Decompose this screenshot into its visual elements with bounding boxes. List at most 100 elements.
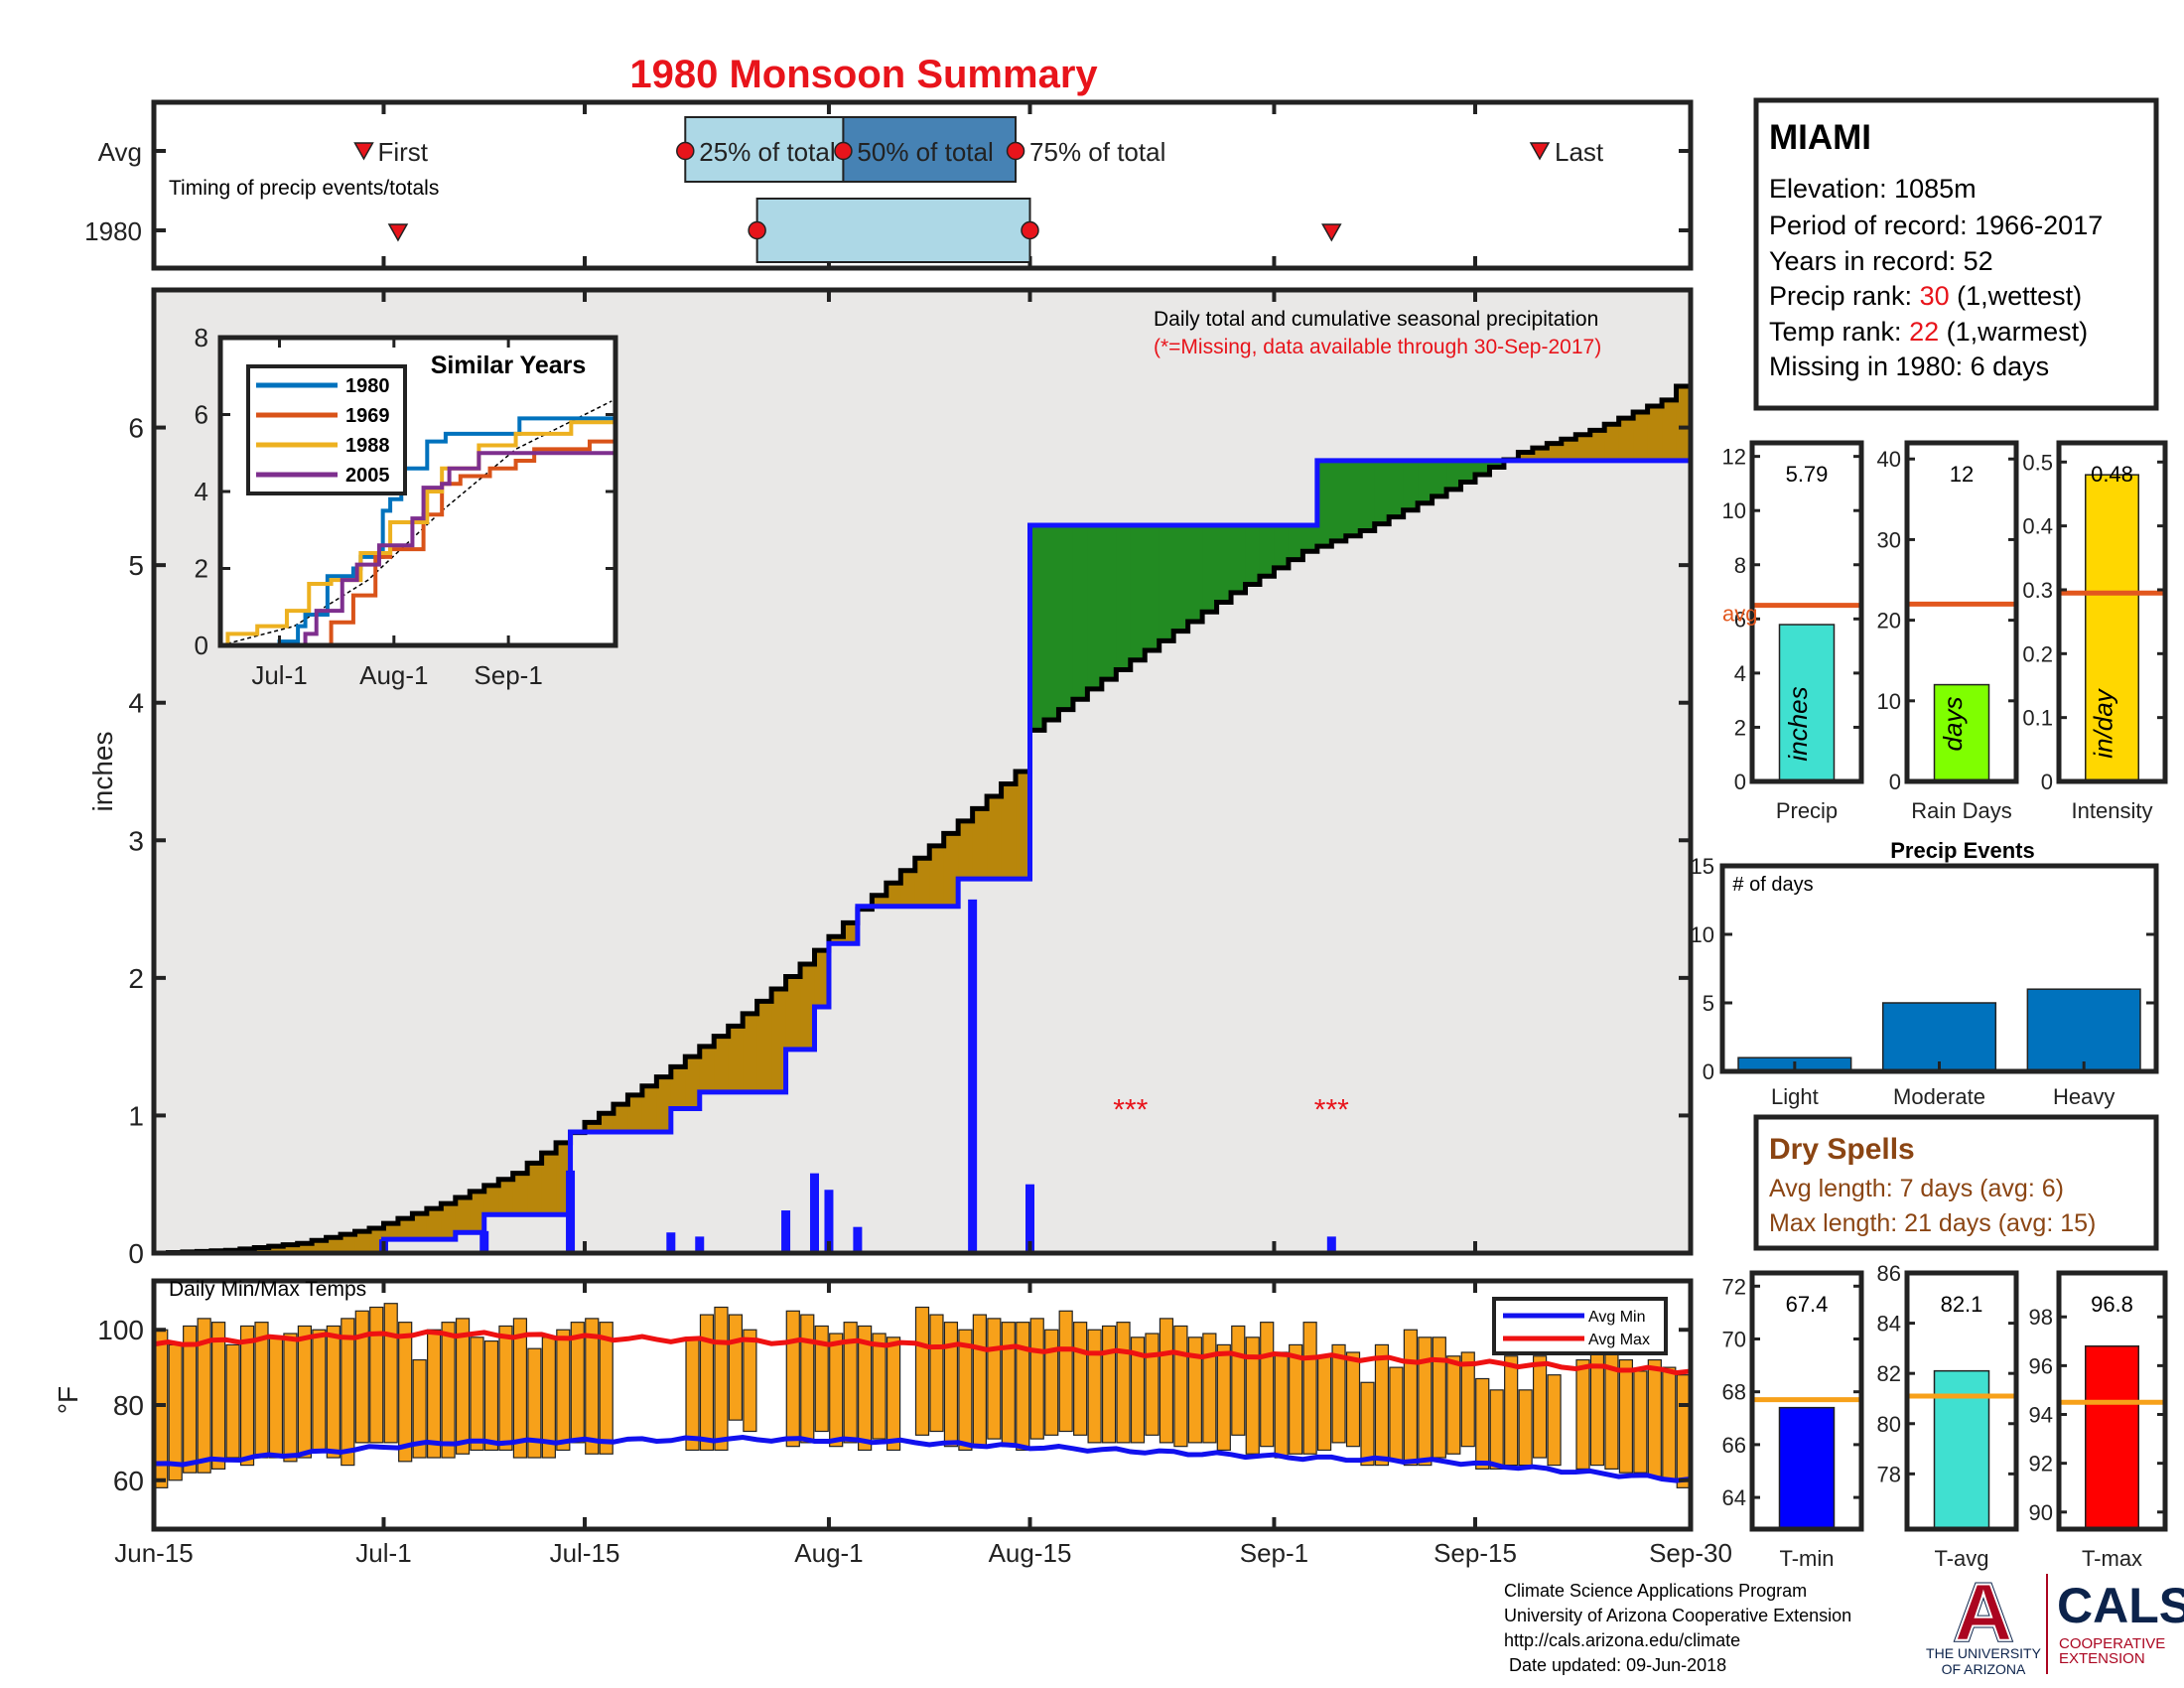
daily-temp-bar	[239, 1325, 255, 1467]
panel-value-label: 5.79	[1786, 462, 1829, 487]
cumulative-diff-fill	[312, 1240, 328, 1253]
cumulative-diff-fill	[1575, 434, 1591, 461]
cumulative-diff-fill	[1187, 524, 1203, 622]
cumulative-diff-fill	[585, 1122, 601, 1133]
main-ytick-label: 0	[128, 1238, 144, 1269]
station-elevation: Elevation: 1085m	[1769, 174, 1977, 204]
cumulative-diff-fill	[1446, 460, 1462, 490]
main-ytick-label: 1	[128, 1100, 144, 1131]
daily-temp-bar	[1575, 1358, 1590, 1470]
cumulative-diff-fill	[1460, 460, 1476, 483]
daily-temp-bar	[1145, 1333, 1160, 1436]
daily-temp-bar	[1647, 1358, 1662, 1477]
daily-temp-bar	[297, 1325, 313, 1459]
daily-temp-bar	[326, 1325, 341, 1459]
daily-temp-bar	[1547, 1374, 1562, 1467]
daily-temp-bar	[225, 1343, 240, 1459]
cumulative-diff-fill	[1058, 524, 1074, 710]
inset-ytick-label: 0	[195, 631, 208, 660]
cumulative-diff-fill	[1676, 386, 1692, 461]
cumulative-diff-fill	[656, 1076, 672, 1133]
inset-line-1988	[220, 402, 617, 647]
cumulative-diff-fill	[943, 833, 959, 907]
timing-panel: Avg 1980 Timing of precip events/totals …	[84, 99, 1694, 271]
cumulative-diff-fill	[1072, 524, 1088, 700]
x-tick-label: Sep-30	[1649, 1538, 1732, 1568]
ua-line-1: THE UNIVERSITY	[1926, 1645, 2042, 1661]
cumulative-diff-fill	[483, 1185, 499, 1215]
panel-ytick-label: 8	[1734, 553, 1746, 578]
cumulative-diff-fill	[1532, 448, 1548, 461]
panel-ytick-label: 4	[1734, 661, 1746, 686]
cals-line-2: EXTENSION	[2059, 1650, 2145, 1667]
daily-temp-bar	[1345, 1351, 1361, 1448]
cumulative-diff-fill	[1001, 783, 1017, 880]
year-last-marker	[1321, 223, 1342, 242]
main-annotation-2: (*=Missing, data available through 30-Se…	[1154, 336, 1601, 358]
cumulative-diff-fill	[1259, 524, 1276, 577]
cumulative-diff-fill	[843, 922, 859, 944]
cumulative-diff-fill	[1403, 460, 1419, 510]
timing-row-avg-label: Avg	[98, 137, 142, 167]
daily-temp-bar	[987, 1318, 1002, 1440]
avg-q50-label: 50% of total	[857, 137, 993, 167]
temp-mean-panel-t-avg: 78 80 82 84 86 82.1 T-avg	[1877, 1261, 2019, 1571]
inset-legend-label: 1988	[345, 435, 390, 457]
avg-q25-label: 25% of total	[699, 137, 835, 167]
cumulative-diff-fill	[268, 1246, 284, 1253]
panel-ytick-label: 68	[1722, 1380, 1746, 1405]
temps-title: Daily Min/Max Temps	[169, 1278, 366, 1301]
cumulative-diff-fill	[1647, 405, 1663, 461]
avg-q75-marker	[1006, 141, 1025, 161]
panel-unit-label: days	[1938, 697, 1968, 752]
footer-line-1: Climate Science Applications Program	[1504, 1581, 1807, 1601]
daily-temp-bar	[283, 1333, 298, 1463]
main-ylabel: inches	[87, 732, 118, 812]
daily-temp-bar	[728, 1314, 744, 1421]
figure-title: 1980 Monsoon Summary	[629, 53, 1098, 96]
daily-temp-bar	[1159, 1318, 1174, 1444]
daily-temp-bar	[1489, 1389, 1504, 1470]
daily-temp-bar	[1316, 1355, 1332, 1452]
ua-line-2: OF ARIZONA	[1942, 1661, 2026, 1677]
daily-temp-bar	[1058, 1310, 1073, 1433]
station-missing: Missing in 1980: 6 days	[1769, 352, 2049, 381]
daily-temp-bar	[441, 1322, 456, 1459]
cumulative-diff-fill	[1547, 443, 1563, 461]
cumulative-diff-fill	[283, 1244, 299, 1253]
totals-panel-precip: 0 2 4 6 8 10 12 5.79 Precip inches avg	[1722, 440, 1864, 823]
cumulative-diff-fill	[1618, 418, 1634, 461]
inset-legend-label: 2005	[345, 465, 390, 487]
inset-ytick-label: 6	[195, 400, 208, 430]
cumulative-diff-fill	[354, 1231, 370, 1253]
daily-precip-bar	[695, 1236, 705, 1253]
main-ytick-label: 2	[128, 963, 144, 994]
cumulative-diff-fill	[326, 1237, 341, 1253]
x-tick-label: Sep-15	[1433, 1538, 1517, 1568]
cumulative-diff-fill	[814, 950, 830, 1007]
cumulative-diff-fill	[1432, 460, 1447, 496]
avg-q50-q75-box	[842, 116, 1018, 183]
temp-mean-panel-t-max: 90 92 94 96 98 96.8 T-max	[2029, 1270, 2168, 1571]
cumulative-diff-fill	[670, 1066, 686, 1109]
panel-ytick-label: 0.5	[2022, 450, 2053, 475]
main-ytick-label: 3	[128, 825, 144, 856]
inset-xtick-label: Aug-1	[359, 660, 428, 690]
events-category-label: Moderate	[1893, 1084, 1985, 1109]
daily-temp-bar	[1289, 1343, 1303, 1455]
inset-legend-label: 1980	[345, 375, 390, 397]
panel-ytick-label: 90	[2029, 1500, 2053, 1525]
panel-ytick-label: 0.2	[2022, 641, 2053, 666]
cumulative-diff-fill	[470, 1191, 485, 1233]
cumulative-diff-fill	[1331, 460, 1347, 541]
cumulative-diff-fill	[397, 1218, 414, 1240]
cumulative-diff-fill	[1302, 524, 1318, 552]
events-bar-heavy	[2026, 988, 2141, 1072]
main-ytick-label: 5	[128, 550, 144, 581]
daily-temp-bar	[1504, 1355, 1519, 1467]
cumulative-diff-fill	[1159, 524, 1174, 641]
panel-frame	[1749, 440, 1864, 784]
legend-avg-max: Avg Max	[1588, 1332, 1650, 1348]
daily-temp-bar	[1245, 1336, 1260, 1455]
panel-ytick-label: 6	[1734, 607, 1746, 632]
